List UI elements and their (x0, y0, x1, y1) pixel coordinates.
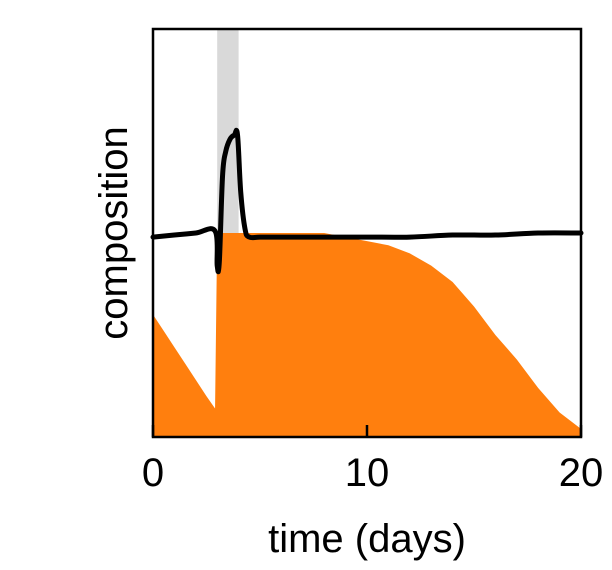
plot-area (150, 27, 584, 439)
series-area-orange (153, 233, 581, 437)
x-axis: 0 10 20 time (days) (142, 425, 603, 561)
x-tick-label-2: 20 (559, 451, 604, 495)
x-axis-label: time (days) (268, 517, 466, 561)
x-tick-label-0: 0 (142, 451, 164, 495)
y-axis: composition (92, 126, 136, 339)
series-line-black (150, 127, 584, 275)
x-tick-label-1: 10 (345, 451, 390, 495)
y-axis-label: composition (92, 126, 136, 339)
